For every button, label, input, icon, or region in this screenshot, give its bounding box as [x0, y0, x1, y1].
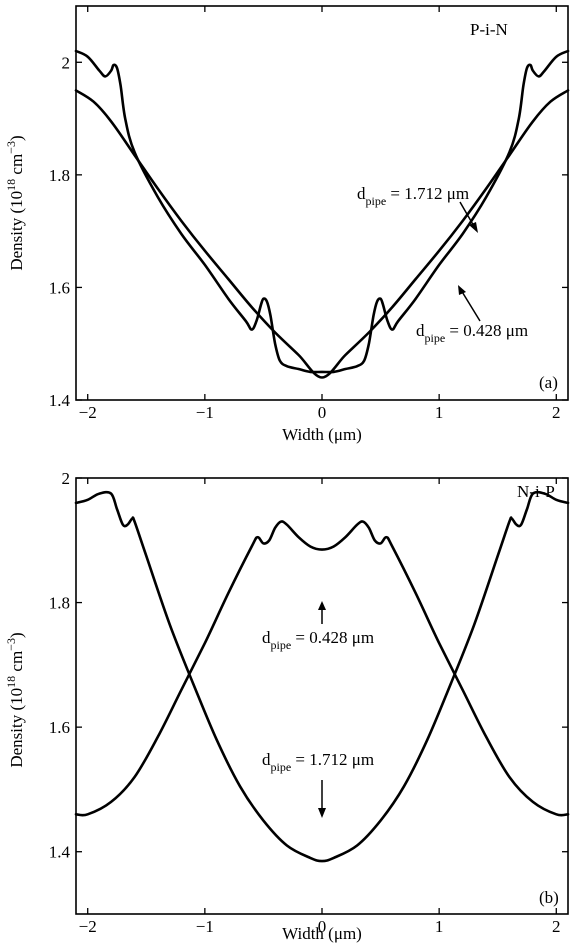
annotation-arrow	[460, 289, 481, 322]
panel-a-x-axis-label: Width (μm)	[282, 425, 362, 444]
panel-b-y-axis-label: Density (1018 cm−3)	[4, 632, 26, 767]
panel-b-x-axis-label: Width (μm)	[282, 924, 362, 943]
y-tick-label: 2	[62, 469, 71, 488]
y-tick-label: 2	[62, 53, 71, 72]
y-tick-label: 1.4	[49, 391, 71, 410]
panel-a-y-axis-label: Density (1018 cm−3)	[4, 135, 26, 270]
y-tick-label: 1.6	[49, 718, 70, 737]
arrowhead-icon	[469, 222, 478, 233]
y-tick-label: 1.6	[49, 278, 70, 297]
panel-b: −2 −1 0 1 2 1.4 1.6 1.8 2 N-i-P (b) dpipe = 0.42…	[4, 469, 570, 943]
panel-a-series-line-0	[74, 89, 570, 379]
panel-a-curves	[74, 49, 570, 379]
annotation-label: dpipe = 0.428 μm	[262, 628, 374, 652]
arrowhead-icon	[318, 808, 326, 818]
y-tick-label: 1.4	[49, 843, 71, 862]
panel-b-ticks: −2 −1 0 1 2 1.4 1.6 1.8 2	[49, 469, 568, 936]
x-tick-label: 2	[552, 403, 561, 422]
panel-b-tag: (b)	[539, 888, 559, 907]
x-tick-label: −2	[79, 917, 97, 936]
annotation-label: dpipe = 1.712 μm	[357, 184, 469, 208]
x-tick-label: 1	[435, 403, 444, 422]
panel-b-annotation-1712: dpipe = 1.712 μm	[262, 750, 374, 818]
arrowhead-icon	[318, 601, 326, 610]
panel-a-ticks: −2 −1 0 1 2 1.4 1.6 1.8 2	[49, 6, 568, 422]
x-tick-label: −1	[196, 403, 214, 422]
panel-b-series-line-1	[74, 520, 570, 817]
arrowhead-icon	[458, 285, 466, 295]
panel-a-series-line-1	[74, 49, 570, 374]
panel-a-corner-label: P-i-N	[470, 20, 508, 39]
panel-a-tag: (a)	[539, 373, 558, 392]
panel-a-annotation-0428: dpipe = 0.428 μm	[416, 285, 528, 345]
x-tick-label: 0	[318, 403, 327, 422]
panel-a-annotation-1712: dpipe = 1.712 μm	[357, 184, 478, 233]
y-tick-label: 1.8	[49, 594, 70, 613]
panel-a-axes-box	[75, 5, 569, 401]
annotation-label: dpipe = 1.712 μm	[262, 750, 374, 774]
y-tick-label: 1.8	[49, 166, 70, 185]
x-tick-label: −1	[196, 917, 214, 936]
panel-b-series-line-0	[74, 490, 570, 863]
panel-b-annotation-0428: dpipe = 0.428 μm	[262, 601, 374, 652]
panel-a: −2 −1 0 1 2 1.4 1.6 1.8 2 P-i-N (a) dpipe = 1.71…	[4, 5, 570, 444]
x-tick-label: 1	[435, 917, 444, 936]
x-tick-label: 2	[552, 917, 561, 936]
panel-b-corner-label: N-i-P	[517, 482, 555, 501]
x-tick-label: 0	[318, 917, 327, 936]
x-tick-label: −2	[79, 403, 97, 422]
annotation-label: dpipe = 0.428 μm	[416, 321, 528, 345]
panel-b-axes-box	[75, 477, 569, 915]
panel-b-curves	[74, 490, 570, 863]
